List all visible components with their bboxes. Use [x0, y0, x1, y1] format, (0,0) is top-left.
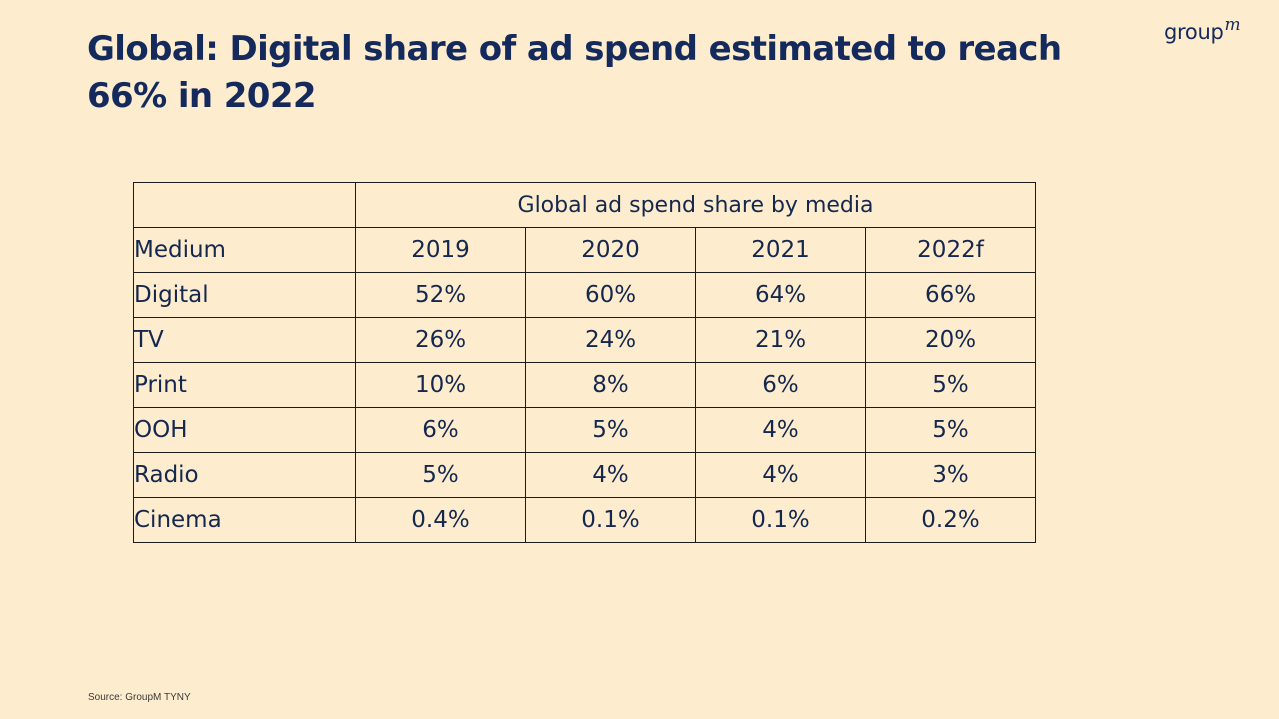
- column-header-2022f: 2022f: [865, 227, 1036, 273]
- table-cell: 0.4%: [355, 497, 526, 543]
- source-note: Source: GroupM TYNY: [88, 692, 191, 703]
- table-cell: 3%: [865, 452, 1036, 498]
- column-header-medium: Medium: [133, 227, 356, 273]
- table-cell: 5%: [525, 407, 696, 453]
- table-cell: 24%: [525, 317, 696, 363]
- table-cell: 4%: [695, 407, 866, 453]
- table-cell: 60%: [525, 272, 696, 318]
- table-row-radio: Radio 5% 4% 4% 3%: [133, 452, 1036, 498]
- table-row-tv: TV 26% 24% 21% 20%: [133, 317, 1036, 363]
- page-title: Global: Digital share of ad spend estima…: [87, 29, 1062, 116]
- ad-spend-table-container: Global ad spend share by media Medium 20…: [133, 182, 1036, 543]
- table-group-header: Global ad spend share by media: [355, 182, 1036, 228]
- table-row-digital: Digital 52% 60% 64% 66%: [133, 272, 1036, 318]
- column-header-2020: 2020: [525, 227, 696, 273]
- table-cell: 4%: [525, 452, 696, 498]
- table-cell: 21%: [695, 317, 866, 363]
- table-cell: 0.1%: [695, 497, 866, 543]
- table-cell: 64%: [695, 272, 866, 318]
- logo-suffix: m: [1224, 15, 1241, 35]
- table-cell: 52%: [355, 272, 526, 318]
- table-cell: 20%: [865, 317, 1036, 363]
- table-cell: 5%: [355, 452, 526, 498]
- column-header-2021: 2021: [695, 227, 866, 273]
- table-cell: 8%: [525, 362, 696, 408]
- table-cell: 5%: [865, 362, 1036, 408]
- table-cell: 4%: [695, 452, 866, 498]
- row-label: Digital: [133, 272, 356, 318]
- table-cell: 26%: [355, 317, 526, 363]
- ad-spend-share-table: Global ad spend share by media Medium 20…: [133, 182, 1036, 543]
- table-cell: 0.1%: [525, 497, 696, 543]
- column-header-2019: 2019: [355, 227, 526, 273]
- table-cell: 6%: [695, 362, 866, 408]
- table-cell: 10%: [355, 362, 526, 408]
- row-label: OOH: [133, 407, 356, 453]
- row-label: Cinema: [133, 497, 356, 543]
- groupm-logo: groupm: [1164, 15, 1241, 44]
- table-row-print: Print 10% 8% 6% 5%: [133, 362, 1036, 408]
- table-row-ooh: OOH 6% 5% 4% 5%: [133, 407, 1036, 453]
- table-header-group-row: Global ad spend share by media: [133, 182, 1036, 228]
- table-cell: 66%: [865, 272, 1036, 318]
- table-corner-cell: [133, 182, 356, 228]
- row-label: Radio: [133, 452, 356, 498]
- row-label: TV: [133, 317, 356, 363]
- row-label: Print: [133, 362, 356, 408]
- table-row-cinema: Cinema 0.4% 0.1% 0.1% 0.2%: [133, 497, 1036, 543]
- table-cell: 6%: [355, 407, 526, 453]
- table-cell: 5%: [865, 407, 1036, 453]
- table-header-row: Medium 2019 2020 2021 2022f: [133, 227, 1036, 273]
- table-cell: 0.2%: [865, 497, 1036, 543]
- logo-text: group: [1164, 20, 1224, 44]
